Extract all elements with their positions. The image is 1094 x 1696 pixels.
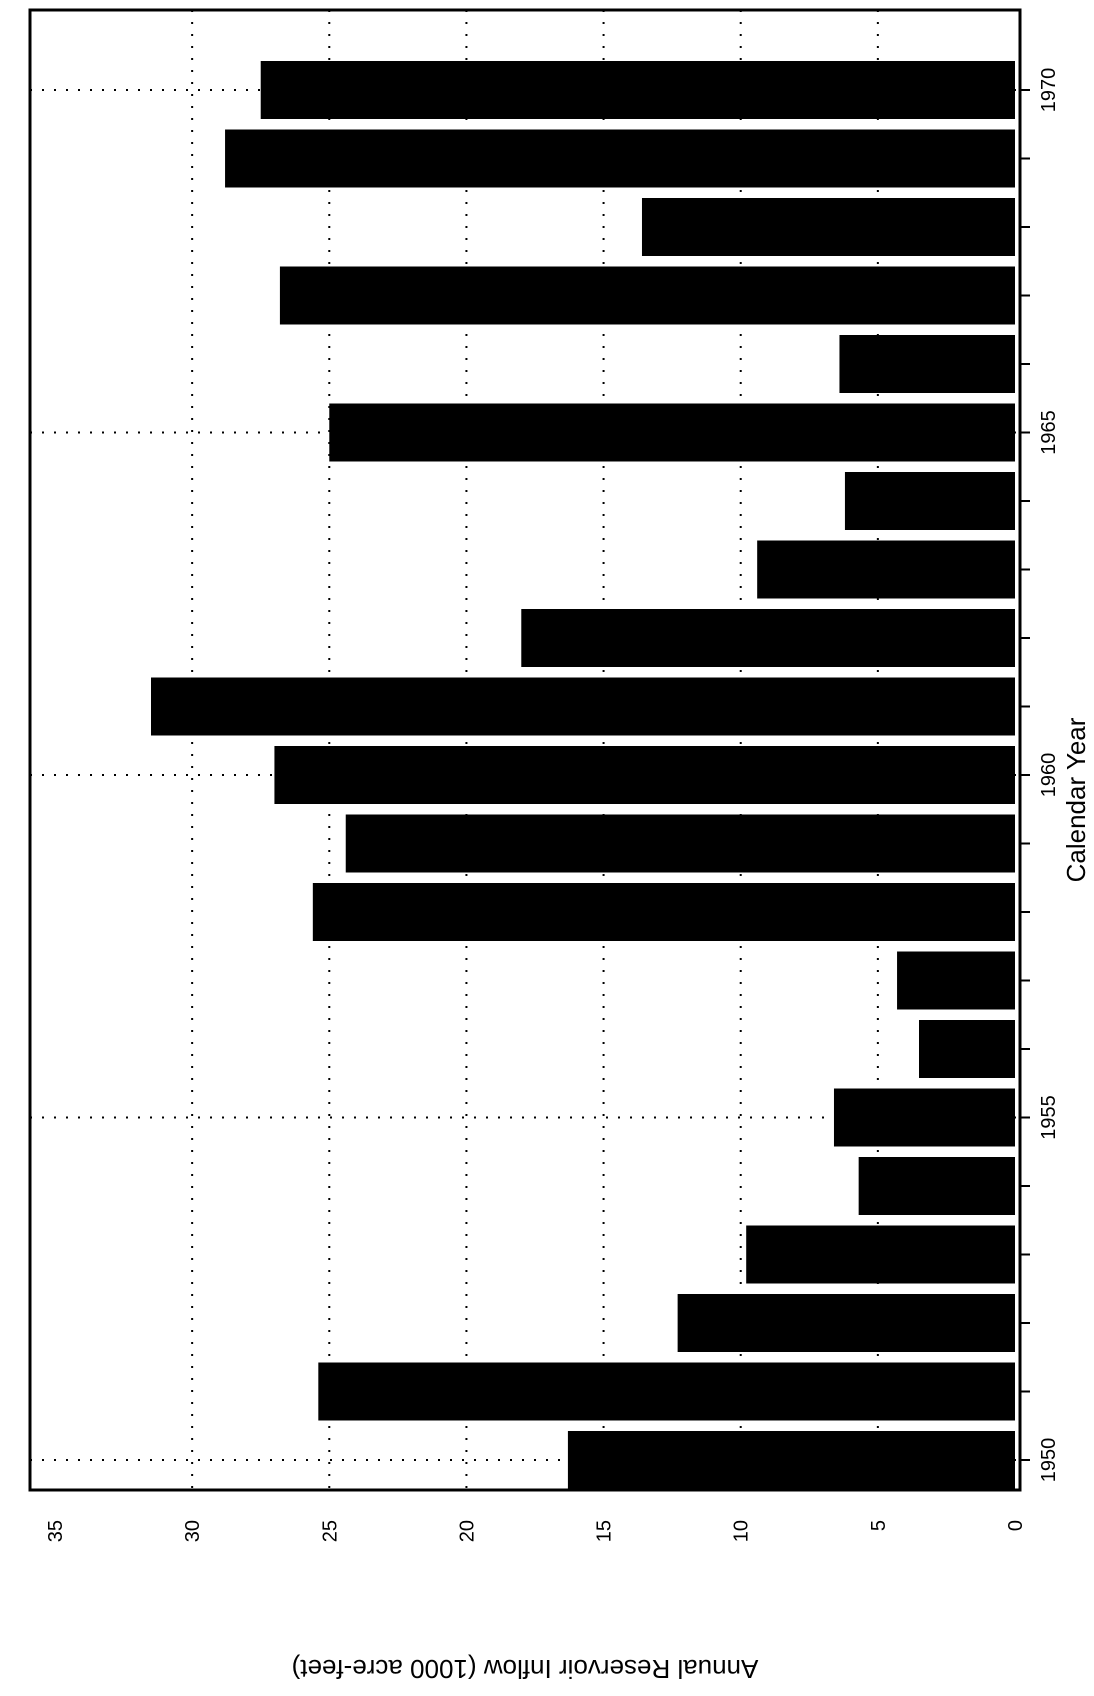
- y-tick-label: 5: [868, 1520, 890, 1531]
- y-tick-label: 20: [456, 1520, 478, 1542]
- bar: [225, 129, 1016, 188]
- bar: [345, 814, 1015, 873]
- x-tick-label: 1970: [1038, 68, 1060, 113]
- x-tick-label: 1950: [1038, 1438, 1060, 1483]
- bar: [279, 266, 1015, 325]
- bar: [757, 540, 1015, 599]
- x-tick-label: 1955: [1038, 1095, 1060, 1140]
- bar: [274, 746, 1015, 804]
- bar: [677, 1294, 1015, 1352]
- bar: [844, 472, 1015, 530]
- y-tick-label: 10: [731, 1520, 753, 1542]
- bar: [839, 335, 1015, 393]
- bar: [746, 1225, 1015, 1284]
- bar: [567, 1431, 1015, 1489]
- bar: [897, 951, 1015, 1010]
- bar: [833, 1088, 1015, 1147]
- y-tick-label: 25: [319, 1520, 341, 1542]
- x-axis-ticks: 1950 1955 1960 1965 1970: [1020, 68, 1060, 1483]
- bar: [151, 677, 1015, 736]
- bar: [521, 609, 1015, 667]
- bar: [858, 1157, 1015, 1215]
- y-axis-ticks: 0 5 10 15 20 25 30 35: [45, 1520, 1027, 1542]
- y-tick-label: 0: [1005, 1520, 1027, 1531]
- x-tick-label: 1965: [1038, 410, 1060, 455]
- y-tick-label: 35: [45, 1520, 67, 1542]
- x-axis-label: Calendar Year: [1061, 717, 1091, 882]
- x-tick-label: 1960: [1038, 753, 1060, 798]
- y-axis-label: Annual Reservoir Inflow (1000 acre-feet): [292, 1654, 759, 1684]
- bar: [919, 1020, 1015, 1078]
- bar: [641, 198, 1015, 256]
- plot-area: 1950 1955 1960 1965 1970 0 5 10 15 20 25 30 35 Cale…: [28, 8, 1091, 1684]
- bar: [312, 883, 1015, 941]
- plot-frame: [28, 8, 1022, 1492]
- y-tick-label: 15: [594, 1520, 616, 1542]
- y-tick-label: 30: [182, 1520, 204, 1542]
- bar: [260, 61, 1015, 119]
- bar: [329, 403, 1015, 462]
- bars: [151, 61, 1016, 1489]
- bar: [318, 1362, 1015, 1421]
